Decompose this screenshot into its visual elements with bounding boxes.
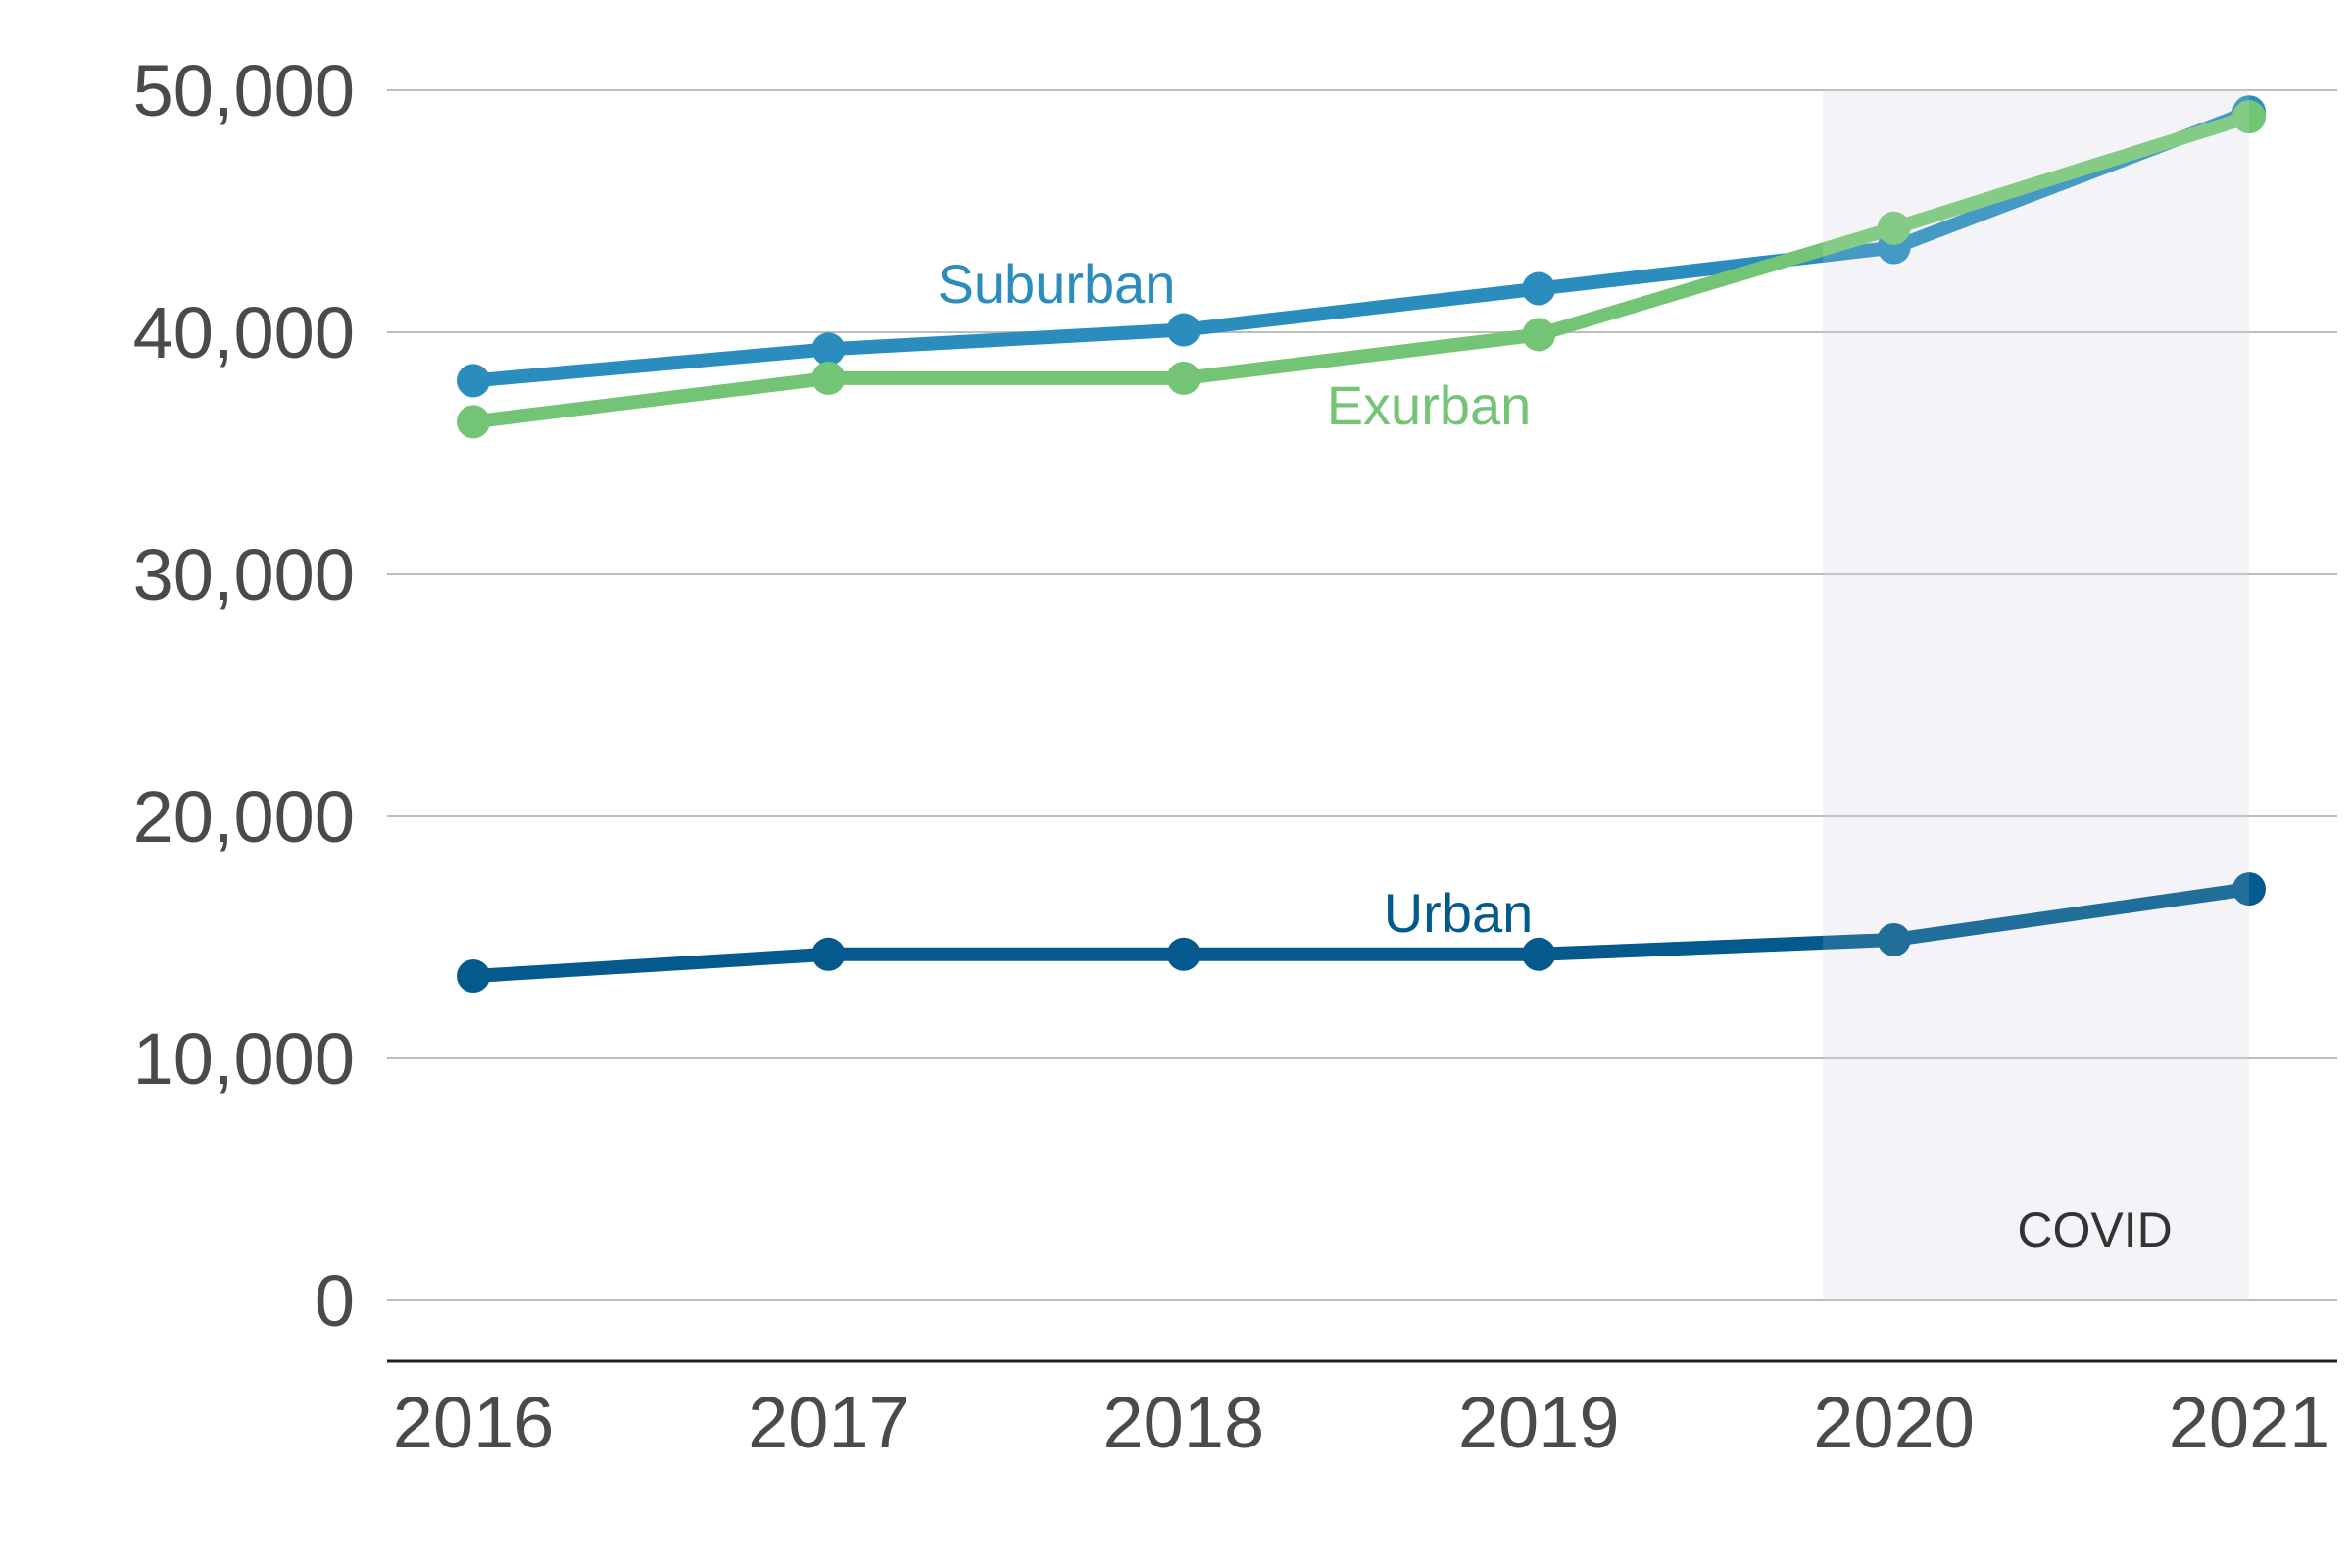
y-tick-label: 50,000 bbox=[133, 50, 355, 131]
x-tick-label: 2016 bbox=[393, 1382, 555, 1463]
exurban-point bbox=[457, 405, 490, 439]
exurban-point bbox=[811, 361, 846, 395]
covid-annotation-label: COVID bbox=[2017, 1202, 2172, 1257]
y-tick-label: 0 bbox=[315, 1260, 355, 1342]
y-tick-label: 10,000 bbox=[133, 1018, 355, 1100]
y-axis-tick-labels: 0 10,000 20,000 30,000 40,000 50,000 bbox=[133, 50, 355, 1342]
series-suburban bbox=[457, 95, 2266, 398]
y-tick-label: 30,000 bbox=[133, 534, 355, 615]
x-tick-label: 2019 bbox=[1458, 1382, 1620, 1463]
x-tick-label: 2017 bbox=[748, 1382, 909, 1463]
series-label-urban: Urban bbox=[1384, 882, 1534, 944]
covid-overlay bbox=[1823, 90, 2249, 1300]
exurban-point bbox=[1166, 361, 1200, 395]
y-tick-label: 20,000 bbox=[133, 776, 355, 858]
covid-shade-layer bbox=[1823, 90, 2249, 1300]
exurban-point bbox=[2232, 100, 2266, 134]
series-labels: Suburban Exurban Urban bbox=[938, 253, 1534, 944]
x-tick-label: 2021 bbox=[2169, 1382, 2330, 1463]
x-tick-label: 2020 bbox=[1813, 1382, 1975, 1463]
series-urban bbox=[457, 872, 2266, 994]
urban-point bbox=[1166, 937, 1200, 971]
series-lines bbox=[457, 90, 2266, 1300]
series-label-exurban: Exurban bbox=[1327, 374, 1532, 436]
y-tick-label: 40,000 bbox=[133, 292, 355, 373]
urban-point bbox=[1877, 922, 1911, 956]
x-axis-tick-labels: 2016 2017 2018 2019 2020 2021 bbox=[393, 1382, 2330, 1463]
exurban-point bbox=[1522, 318, 1556, 352]
urban-point bbox=[1522, 937, 1556, 971]
urban-point bbox=[2232, 872, 2266, 906]
series-exurban bbox=[457, 100, 2266, 439]
exurban-point bbox=[1877, 211, 1911, 245]
suburban-point bbox=[811, 332, 846, 367]
gridlines bbox=[387, 89, 2337, 1301]
suburban-point bbox=[1522, 271, 1556, 306]
x-tick-label: 2018 bbox=[1102, 1382, 1264, 1463]
suburban-point bbox=[457, 364, 490, 398]
suburban-point bbox=[1166, 313, 1200, 347]
covid-shaded-region bbox=[1823, 90, 2249, 1300]
suburban-line bbox=[466, 105, 2256, 388]
series-label-suburban: Suburban bbox=[938, 253, 1176, 315]
urban-point bbox=[457, 959, 490, 994]
exurban-line bbox=[466, 110, 2256, 429]
urban-line bbox=[466, 882, 2256, 984]
urban-point bbox=[811, 937, 846, 971]
